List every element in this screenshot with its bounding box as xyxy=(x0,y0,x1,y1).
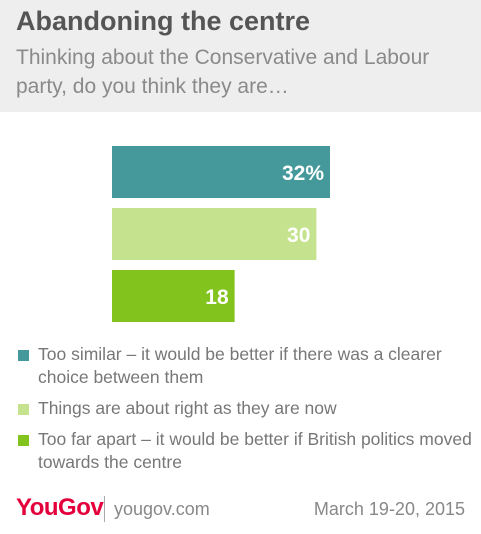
bar-3 xyxy=(112,270,235,322)
bar-2 xyxy=(112,208,317,260)
survey-date: March 19-20, 2015 xyxy=(313,499,465,519)
legend-label: Too far apart – it would be better if Br… xyxy=(38,429,472,472)
bar-value-label-1: 32% xyxy=(282,162,324,185)
yougov-logo: YouGov xyxy=(16,494,104,521)
legend-swatch xyxy=(18,404,29,415)
bar-1 xyxy=(112,146,330,198)
footer-divider xyxy=(104,496,105,522)
legend-label: Things are about right as they are now xyxy=(38,398,337,418)
bar-value-label-2: 30 xyxy=(287,224,310,247)
chart-title: Abandoning the centre xyxy=(16,6,311,36)
site-url: yougov.com xyxy=(114,499,210,519)
legend-swatch xyxy=(18,350,29,361)
legend-item-1: Too similar – it would be better if ther… xyxy=(18,343,478,389)
bar-chart: 32% 30 18 xyxy=(112,146,330,322)
bar-value-label-3: 18 xyxy=(205,286,229,309)
legend-label: Too similar – it would be better if ther… xyxy=(38,344,442,387)
footer: YouGov yougov.com March 19-20, 2015 xyxy=(0,490,481,530)
legend-swatch xyxy=(18,435,29,446)
legend-item-3: Too far apart – it would be better if Br… xyxy=(18,428,478,474)
chart-legend: Too similar – it would be better if ther… xyxy=(18,343,478,474)
legend-item-2: Things are about right as they are now xyxy=(18,397,478,420)
chart-subtitle: Thinking about the Conservative and Labo… xyxy=(16,46,430,98)
header-panel: Abandoning the centre Thinking about the… xyxy=(0,0,481,112)
